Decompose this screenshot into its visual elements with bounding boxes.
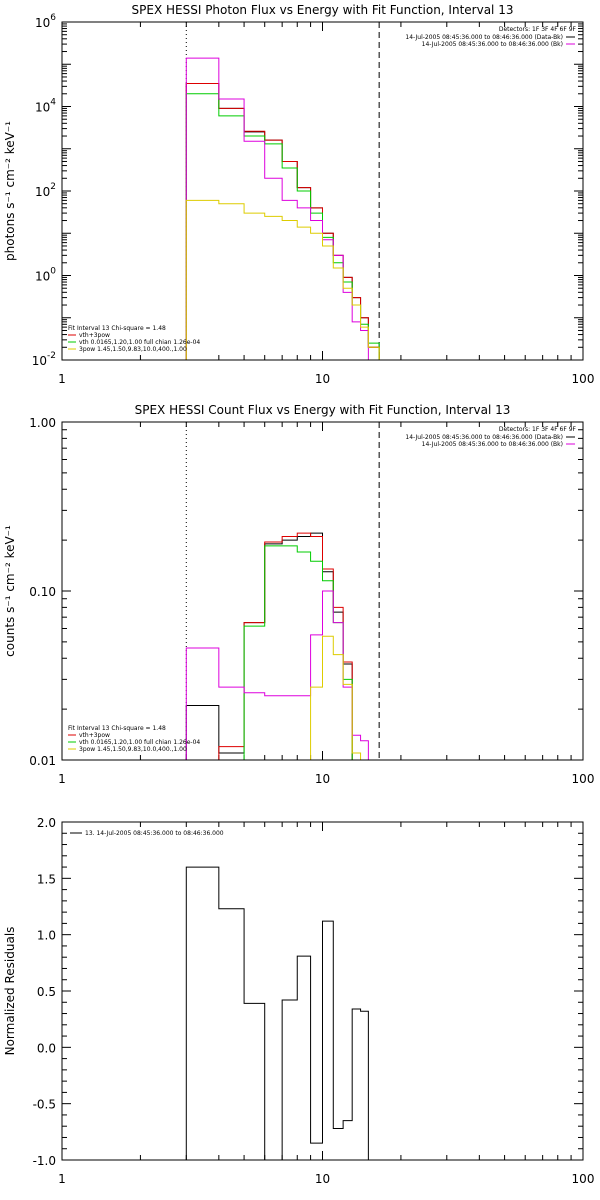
series-group	[185, 866, 369, 1160]
legend-detectors: Detectors: 1F 3F 4F 6F 9F	[499, 426, 577, 433]
legend-fit-header: Fit Interval 13 Chi-square = 1.48	[68, 725, 166, 732]
y-tick-label: 1.0	[37, 929, 56, 943]
x-tick-label: 100	[572, 772, 595, 786]
y-axis-label: Normalized Residuals	[3, 927, 17, 1056]
chart-panel-1: SPEX HESSI Photon Flux vs Energy with Fi…	[3, 3, 594, 386]
legend-fit-label: vth 0.0165,1.20,1.00 full chian 1.26e-04	[79, 739, 200, 746]
y-tick-label: 0.0	[37, 1041, 56, 1055]
plot-frame	[61, 21, 584, 361]
y-tick-label: 102	[35, 182, 56, 199]
series-line-5	[186, 635, 380, 760]
series-group	[185, 57, 407, 360]
y-tick-label: 0.5	[37, 985, 56, 999]
legend-interval-label: 14-Jul-2005 08:45:36.000 to 08:46:36.000…	[422, 441, 563, 448]
y-tick-label: -1.0	[33, 1154, 56, 1168]
legend-fit-label: 3pow 1.45,1.50,9.83,10.0,400.,1.00	[79, 346, 187, 353]
x-tick-label: 1	[58, 372, 66, 386]
plot-frame	[61, 421, 584, 761]
legend-interval-label: 14-Jul-2005 08:45:36.000 to 08:46:36.000…	[422, 41, 563, 48]
series-line-5	[185, 199, 407, 360]
legend-interval-label: 14-Jul-2005 08:45:36.000 to 08:46:36.000…	[405, 34, 563, 41]
y-tick-label: 104	[35, 98, 56, 115]
series-line-1	[185, 532, 380, 760]
series-line-3	[185, 93, 407, 360]
series-group	[185, 532, 380, 760]
plot-frame	[61, 821, 584, 1161]
series-line-2	[185, 83, 407, 360]
x-tick-label: 1	[58, 1172, 66, 1186]
legend-fit-label: vth 0.0165,1.20,1.00 full chian 1.26e-04	[79, 339, 200, 346]
chart-title: SPEX HESSI Count Flux vs Energy with Fit…	[135, 403, 511, 417]
chart-panel-2: SPEX HESSI Count Flux vs Energy with Fit…	[3, 403, 594, 786]
y-tick-label: 100	[35, 267, 56, 284]
series-line-2	[186, 532, 380, 760]
y-tick-label: 10-2	[32, 351, 56, 368]
y-tick-label: 0.01	[29, 754, 56, 768]
y-tick-label: 1.00	[29, 416, 56, 430]
legend-residual-label: 13. 14-Jul-2005 08:45:36.000 to 08:46:36…	[85, 830, 224, 837]
series-line-1	[185, 866, 369, 1160]
y-tick-label: -0.5	[33, 1098, 56, 1112]
y-tick-label: 106	[35, 13, 56, 30]
x-tick-label: 100	[572, 1172, 595, 1186]
chart-title: SPEX HESSI Photon Flux vs Energy with Fi…	[132, 3, 514, 17]
legend-fit-label: 3pow 1.45,1.50,9.83,10.0,400.,1.00	[79, 746, 187, 753]
x-tick-label: 10	[315, 372, 330, 386]
x-tick-label: 10	[315, 772, 330, 786]
y-axis-label: counts s⁻¹ cm⁻² keV⁻¹	[3, 525, 17, 657]
y-tick-label: 0.10	[29, 585, 56, 599]
legend-fit-label: vth+3pow	[79, 332, 110, 339]
legend-interval-label: 14-Jul-2005 08:45:36.000 to 08:46:36.000…	[405, 434, 563, 441]
legend-fit-label: vth+3pow	[79, 732, 110, 739]
series-line-4	[185, 590, 380, 760]
series-line-1	[185, 83, 407, 360]
x-tick-label: 100	[572, 372, 595, 386]
x-tick-label: 1	[58, 772, 66, 786]
x-tick-label: 10	[315, 1172, 330, 1186]
y-axis-label: photons s⁻¹ cm⁻² keV⁻¹	[3, 121, 17, 261]
chart-panel-3: Normalized Residuals 1 10 100 -1.0 -0.5 0.0 0.5…	[3, 816, 594, 1186]
legend-fit-header: Fit Interval 13 Chi-square = 1.48	[68, 325, 166, 332]
legend-detectors: Detectors: 1F 3F 4F 6F 9F	[499, 26, 577, 33]
series-line-3	[186, 545, 380, 760]
y-tick-label: 2.0	[37, 816, 56, 830]
y-tick-label: 1.5	[37, 872, 56, 886]
